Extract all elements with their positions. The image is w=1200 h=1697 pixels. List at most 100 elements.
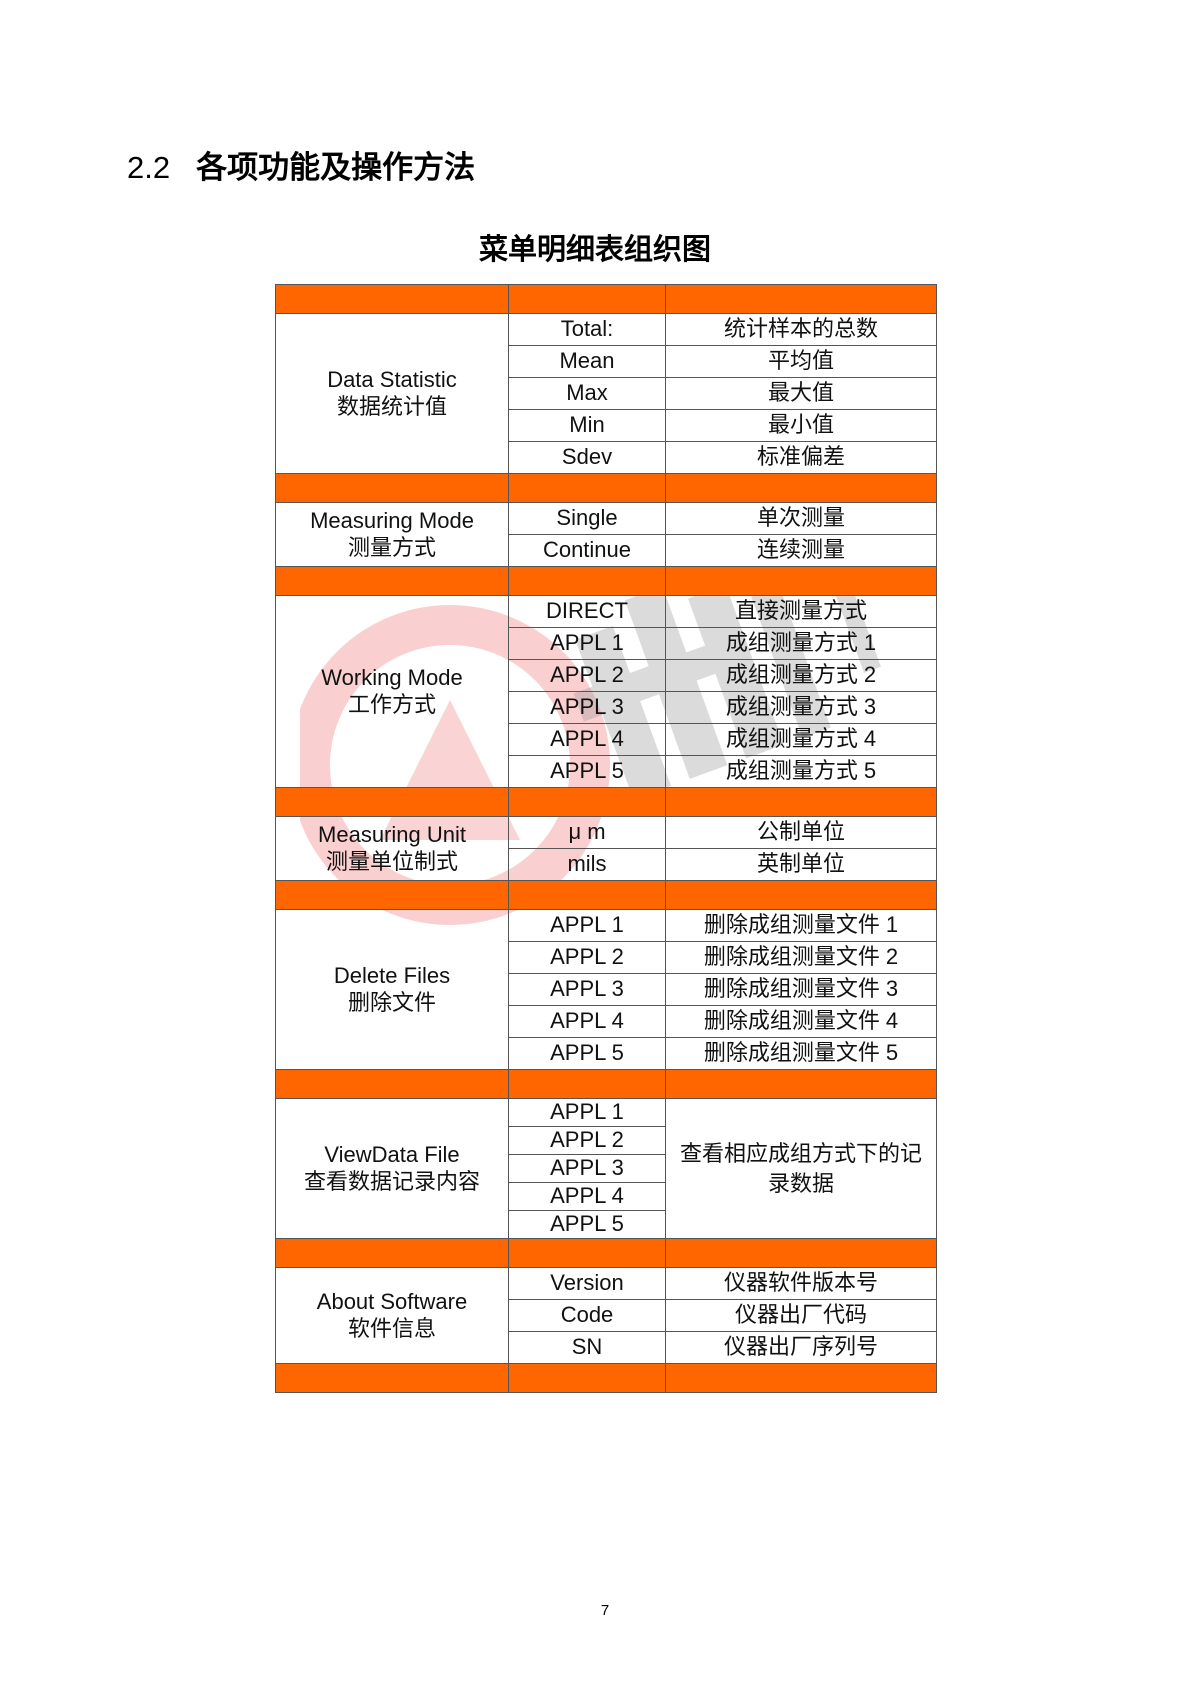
separator-cell <box>508 1069 666 1099</box>
separator-cell <box>275 1238 509 1268</box>
description-cell: 删除成组测量文件 4 <box>665 1005 937 1038</box>
description-cell: 删除成组测量文件 2 <box>665 941 937 974</box>
menu-item-cell: APPL 2 <box>508 659 666 692</box>
section-title: 各项功能及操作方法 <box>196 150 476 186</box>
section-name-zh: 数据统计值 <box>336 393 447 419</box>
menu-item-cell: APPL 1 <box>508 1098 666 1127</box>
separator-cell <box>508 1238 666 1268</box>
separator-row <box>275 1069 937 1099</box>
table-row: Mean 平均值 <box>276 345 937 378</box>
description-cell: 直接测量方式 <box>665 595 937 628</box>
separator-cell <box>275 1069 509 1099</box>
description-cell: 查看相应成组方式下的记录数据 <box>665 1098 937 1239</box>
menu-item-cell: APPL 3 <box>508 691 666 724</box>
table-row: Sdev 标准偏差 <box>276 441 937 474</box>
menu-item-cell: SN <box>508 1331 666 1364</box>
separator-row <box>275 787 937 817</box>
table-row: APPL 3 删除成组测量文件 3 <box>276 973 937 1006</box>
separator-row <box>275 1363 937 1393</box>
section-name-en: Measuring Unit <box>318 822 466 848</box>
section-name-zh: 工作方式 <box>347 691 436 717</box>
separator-cell <box>665 1363 937 1393</box>
table-row: APPL 4 <box>276 1182 937 1211</box>
description-cell: 最小值 <box>665 409 937 442</box>
menu-item-cell: APPL 5 <box>508 1037 666 1070</box>
menu-item-cell: DIRECT <box>508 595 666 628</box>
separator-cell <box>665 1069 937 1099</box>
separator-cell <box>508 566 666 596</box>
separator-row <box>275 566 937 596</box>
separator-cell <box>508 880 666 910</box>
section-name-zh: 查看数据记录内容 <box>303 1168 480 1194</box>
description-cell: 删除成组测量文件 1 <box>665 909 937 942</box>
separator-cell <box>665 1238 937 1268</box>
menu-item-cell: Total: <box>508 313 666 346</box>
section-name-en: Working Mode <box>321 665 463 691</box>
description-cell: 删除成组测量文件 5 <box>665 1037 937 1070</box>
menu-item-cell: Version <box>508 1267 666 1300</box>
section-name-cell: Measuring Unit 测量单位制式 <box>275 816 509 881</box>
separator-row <box>275 880 937 910</box>
section-name-en: Data Statistic <box>327 367 457 393</box>
separator-cell <box>275 787 509 817</box>
table-row: Measuring Unit 测量单位制式 μ m 公制单位 <box>275 816 937 881</box>
menu-item-cell: Code <box>508 1299 666 1332</box>
table-row: APPL 4 删除成组测量文件 4 <box>276 1005 937 1038</box>
description-cell: 连续测量 <box>665 534 937 567</box>
section-name-zh: 软件信息 <box>347 1315 436 1341</box>
section-name-zh: 删除文件 <box>347 989 436 1015</box>
section-name-zh: 测量单位制式 <box>325 848 458 874</box>
section-name-en: ViewData File <box>324 1142 460 1168</box>
section-name-cell: ViewData File 查看数据记录内容 <box>275 1098 509 1239</box>
menu-item-cell: APPL 4 <box>508 1182 666 1211</box>
menu-item-cell: Mean <box>508 345 666 378</box>
table-row: Min 最小值 <box>276 409 937 442</box>
description-cell: 公制单位 <box>665 816 937 849</box>
table-title: 菜单明细表组织图 <box>478 232 711 266</box>
table-row: Continue 连续测量 <box>276 534 937 567</box>
separator-row <box>275 1238 937 1268</box>
separator-cell <box>665 566 937 596</box>
section-name-en: About Software <box>316 1289 468 1315</box>
menu-item-cell: Sdev <box>508 441 666 474</box>
table-row: APPL 3 <box>276 1154 937 1183</box>
description-cell: 标准偏差 <box>665 441 937 474</box>
separator-cell <box>508 284 666 314</box>
description-cell: 最大值 <box>665 377 937 410</box>
separator-cell <box>665 284 937 314</box>
section-name-cell: Working Mode 工作方式 <box>275 595 509 788</box>
separator-row <box>275 284 937 314</box>
menu-item-cell: Min <box>508 409 666 442</box>
table-row: APPL 1 成组测量方式 1 <box>276 627 937 660</box>
separator-row <box>275 473 937 503</box>
menu-item-cell: mils <box>508 848 666 881</box>
description-cell: 成组测量方式 3 <box>665 691 937 724</box>
menu-structure-table: Data Statistic 数据统计值 Total: 统计样本的总数 Mean 平均值 M… <box>275 284 937 1393</box>
description-cell: 成组测量方式 4 <box>665 723 937 756</box>
table-row: APPL 5 删除成组测量文件 5 <box>276 1037 937 1070</box>
description-cell: 统计样本的总数 <box>665 313 937 346</box>
section-number: 2.2 <box>127 150 171 185</box>
menu-item-cell: μ m <box>508 816 666 849</box>
description-cell: 平均值 <box>665 345 937 378</box>
table-row: Delete Files 删除文件 APPL 1 删除成组测量文件 1 <box>275 909 937 1070</box>
separator-cell <box>508 787 666 817</box>
separator-cell <box>508 1363 666 1393</box>
table-row: Max 最大值 <box>276 377 937 410</box>
section-name-cell: Data Statistic 数据统计值 <box>275 313 509 474</box>
section-name-zh: 测量方式 <box>347 534 436 560</box>
section-name-en: Measuring Mode <box>310 508 474 534</box>
table-row: Code 仪器出厂代码 <box>276 1299 937 1332</box>
section-name-en: Delete Files <box>333 963 451 989</box>
separator-cell <box>508 473 666 503</box>
menu-item-cell: APPL 5 <box>508 1210 666 1239</box>
menu-item-cell: APPL 3 <box>508 973 666 1006</box>
menu-item-cell: APPL 4 <box>508 723 666 756</box>
separator-cell <box>665 473 937 503</box>
description-cell: 成组测量方式 5 <box>665 755 937 788</box>
menu-item-cell: APPL 3 <box>508 1154 666 1183</box>
table-row: Measuring Mode 测量方式 Single 单次测量 <box>275 502 937 567</box>
description-cell: 仪器出厂序列号 <box>665 1331 937 1364</box>
separator-cell <box>665 880 937 910</box>
separator-cell <box>275 1363 509 1393</box>
